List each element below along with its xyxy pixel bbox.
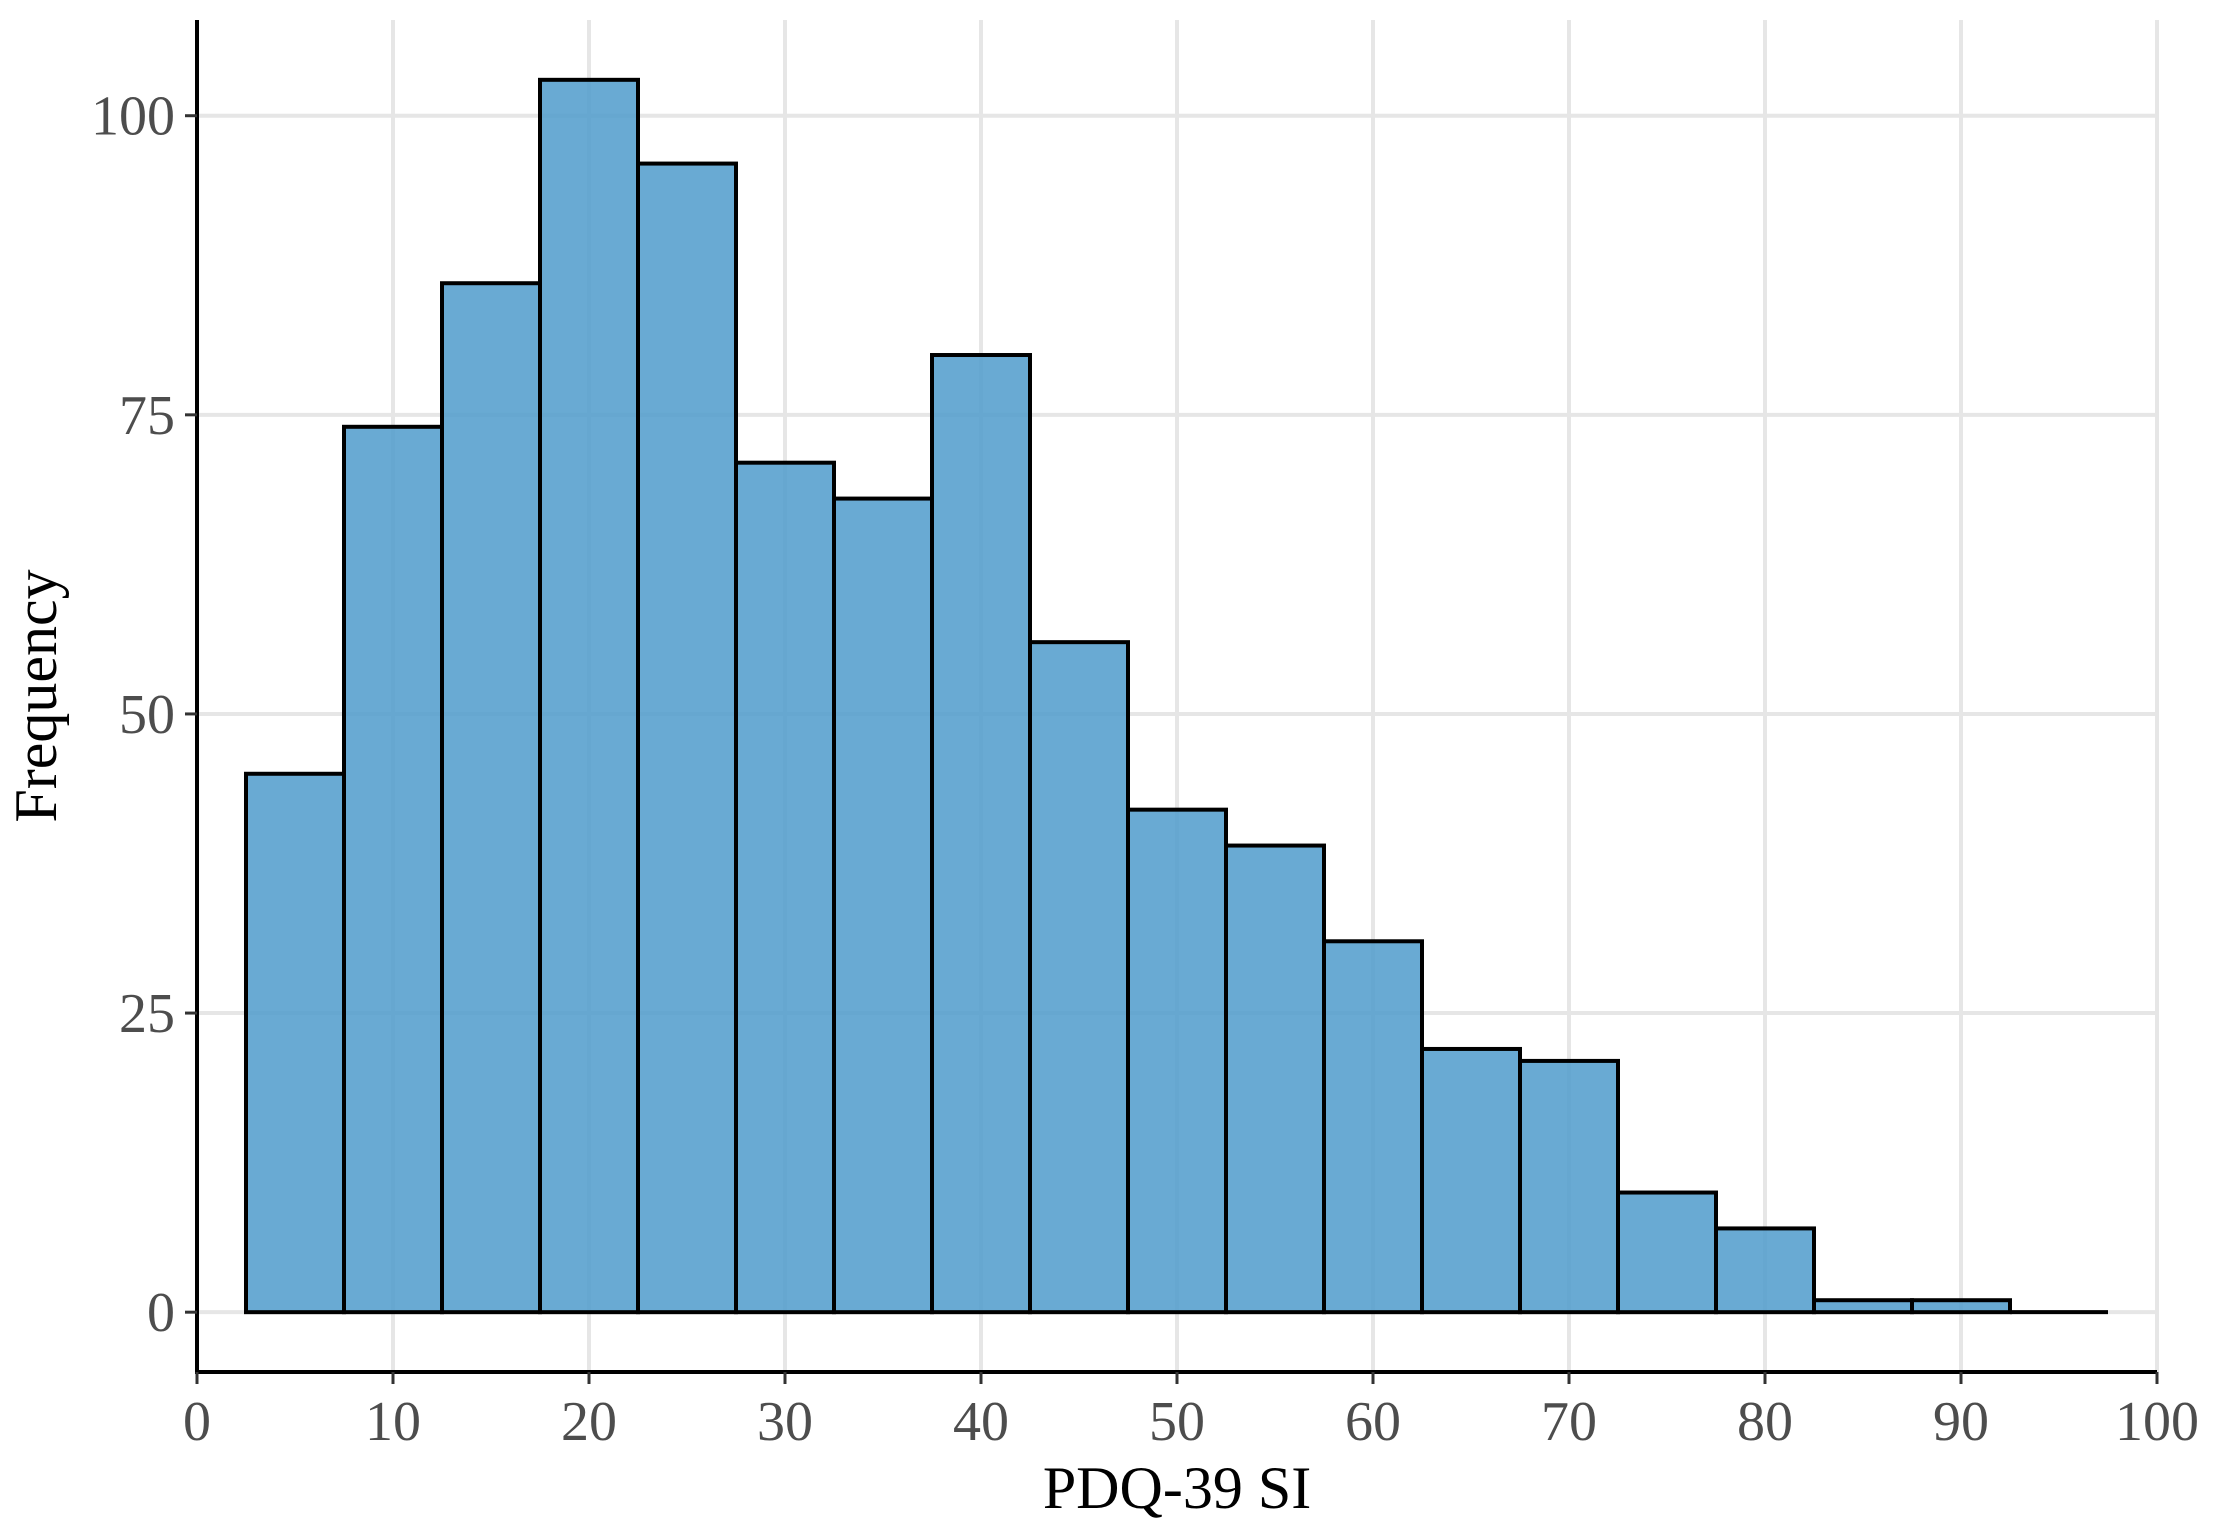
y-tick-label: 25 [119,983,175,1045]
histogram-bar [1812,1298,1914,1315]
histogram-bar [1028,640,1130,1315]
x-tick-label: 20 [561,1391,617,1453]
y-tick-label: 0 [147,1282,175,1344]
histogram-bar [1910,1298,2012,1315]
x-tick-label: 40 [953,1391,1009,1453]
histogram-bar [1322,939,1424,1315]
x-axis-title: PDQ-39 SI [1043,1455,1311,1521]
histogram-bar [1224,843,1326,1315]
histogram-bar [930,353,1032,1315]
x-tick-label: 50 [1149,1391,1205,1453]
x-tick-label: 70 [1541,1391,1597,1453]
histogram-bars [244,77,2108,1315]
x-tick-label: 100 [2115,1391,2199,1453]
histogram-bar [538,77,640,1315]
x-tick-label: 0 [183,1391,211,1453]
y-tick-label: 100 [91,86,175,148]
histogram-bar [636,161,738,1315]
histogram-bar [342,424,444,1315]
y-axis-title: Frequency [3,569,69,822]
x-tick-label: 90 [1933,1391,1989,1453]
histogram-bar [1616,1190,1718,1315]
histogram-bar [1518,1058,1620,1315]
x-tick-label: 10 [365,1391,421,1453]
x-tick-label: 60 [1345,1391,1401,1453]
histogram-bar [832,496,934,1315]
histogram-bar [1126,807,1228,1315]
histogram-bar [734,460,836,1315]
histogram-bar [440,281,542,1315]
y-tick-labels: 0 25 50 75 100 [91,86,197,1344]
x-tick-label: 80 [1737,1391,1793,1453]
y-tick-label: 50 [119,684,175,746]
histogram-bar [1420,1046,1522,1315]
x-tick-label: 30 [757,1391,813,1453]
x-tick-labels: 0 10 20 30 40 50 60 70 80 90 100 [183,1372,2199,1453]
histogram-bar [1714,1226,1816,1315]
y-tick-label: 75 [119,385,175,447]
histogram-bar [244,771,346,1315]
